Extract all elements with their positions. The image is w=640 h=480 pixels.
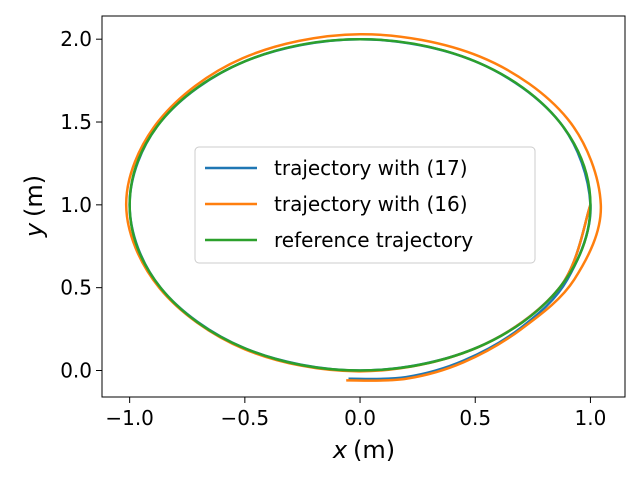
x-axis-var: x bbox=[332, 436, 348, 464]
y-axis-unit: (m) bbox=[20, 175, 48, 217]
y-tick-label: 0.5 bbox=[60, 276, 92, 300]
x-axis-unit: (m) bbox=[353, 436, 395, 464]
x-tick-label: −1.0 bbox=[105, 406, 154, 430]
y-tick-label: 0.0 bbox=[60, 358, 92, 382]
y-tick-label: 1.5 bbox=[60, 110, 92, 134]
y-axis-label: y (m) bbox=[20, 175, 48, 238]
legend-label-reference: reference trajectory bbox=[274, 228, 473, 252]
legend-label-16: trajectory with (16) bbox=[274, 192, 468, 216]
x-axis-ticks: −1.0 −0.5 0.0 0.5 1.0 bbox=[105, 397, 606, 430]
x-tick-label: 0.0 bbox=[344, 406, 376, 430]
series-reference-trajectory bbox=[128, 37, 592, 372]
legend: trajectory with (17) trajectory with (16… bbox=[194, 146, 536, 264]
y-tick-label: 1.0 bbox=[60, 193, 92, 217]
y-axis-var: y bbox=[20, 222, 48, 238]
y-tick-label: 2.0 bbox=[60, 27, 92, 51]
x-tick-label: 0.5 bbox=[459, 406, 491, 430]
x-tick-label: −0.5 bbox=[221, 406, 270, 430]
y-axis-ticks: 0.0 0.5 1.0 1.5 2.0 bbox=[60, 27, 102, 382]
x-tick-label: 1.0 bbox=[575, 406, 607, 430]
legend-box bbox=[194, 146, 536, 264]
x-axis-label: x (m) bbox=[332, 436, 395, 464]
legend-label-17: trajectory with (17) bbox=[274, 156, 468, 180]
plot-frame bbox=[101, 15, 626, 398]
series-layer bbox=[124, 32, 603, 382]
